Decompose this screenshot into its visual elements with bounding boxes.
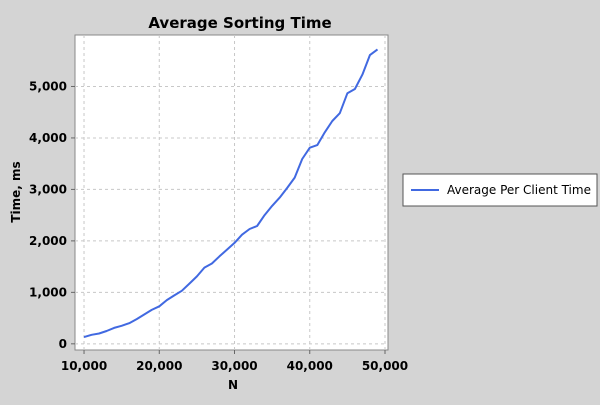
data-point	[339, 112, 341, 114]
data-point	[331, 120, 333, 122]
legend-label: Average Per Client Time	[447, 183, 591, 197]
data-point	[181, 290, 183, 292]
data-point	[188, 283, 190, 285]
y-tick-label: 1,000	[29, 285, 67, 299]
data-point	[196, 275, 198, 277]
data-point	[113, 327, 115, 329]
data-point	[301, 158, 303, 160]
series-layer	[83, 48, 379, 339]
data-point	[98, 333, 100, 335]
data-point	[256, 225, 258, 227]
data-point	[361, 74, 363, 76]
data-point	[294, 177, 296, 179]
grid-lines	[75, 35, 388, 350]
data-point	[151, 309, 153, 311]
data-point	[211, 263, 213, 265]
series-line-average-per-client-time	[83, 48, 379, 339]
legend: Average Per Client Time	[402, 173, 598, 207]
y-tick-label: 5,000	[29, 79, 67, 93]
data-point	[234, 242, 236, 244]
data-point	[309, 147, 311, 149]
y-tick-label: 0	[59, 337, 67, 351]
x-tick-label: 40,000	[287, 359, 333, 373]
axes: 10,000 20,000 30,000 40,000 50,000 0 1,000 2,00…	[29, 79, 408, 373]
data-point	[324, 131, 326, 133]
data-point	[369, 54, 371, 56]
data-point	[128, 322, 130, 324]
data-point	[136, 318, 138, 320]
x-tick-label: 20,000	[136, 359, 182, 373]
data-point	[241, 234, 243, 236]
data-point	[203, 267, 205, 269]
x-tick-label: 50,000	[362, 359, 408, 373]
data-point	[106, 330, 108, 332]
plot-area	[74, 34, 389, 351]
data-point	[91, 334, 93, 336]
x-axis-label: N	[228, 378, 238, 392]
data-point	[286, 187, 288, 189]
y-tick-label: 3,000	[29, 182, 67, 196]
y-tick-label: 2,000	[29, 234, 67, 248]
data-point	[166, 299, 168, 301]
data-point	[219, 255, 221, 257]
data-point	[279, 197, 281, 199]
y-tick-label: 4,000	[29, 131, 67, 145]
y-axis-label: Time, ms	[9, 161, 23, 222]
data-point	[377, 48, 379, 50]
x-tick-label: 30,000	[211, 359, 257, 373]
data-point	[121, 325, 123, 327]
data-point	[83, 336, 85, 338]
data-point	[158, 305, 160, 307]
chart-title: Average Sorting Time	[148, 14, 331, 32]
legend-box	[402, 173, 598, 207]
data-point	[346, 92, 348, 94]
data-point	[316, 144, 318, 146]
data-point	[354, 88, 356, 90]
data-point	[226, 249, 228, 251]
data-point	[143, 314, 145, 316]
data-point	[249, 228, 251, 230]
x-tick-label: 10,000	[61, 359, 107, 373]
data-point	[271, 205, 273, 207]
data-point	[173, 294, 175, 296]
data-point	[264, 214, 266, 216]
